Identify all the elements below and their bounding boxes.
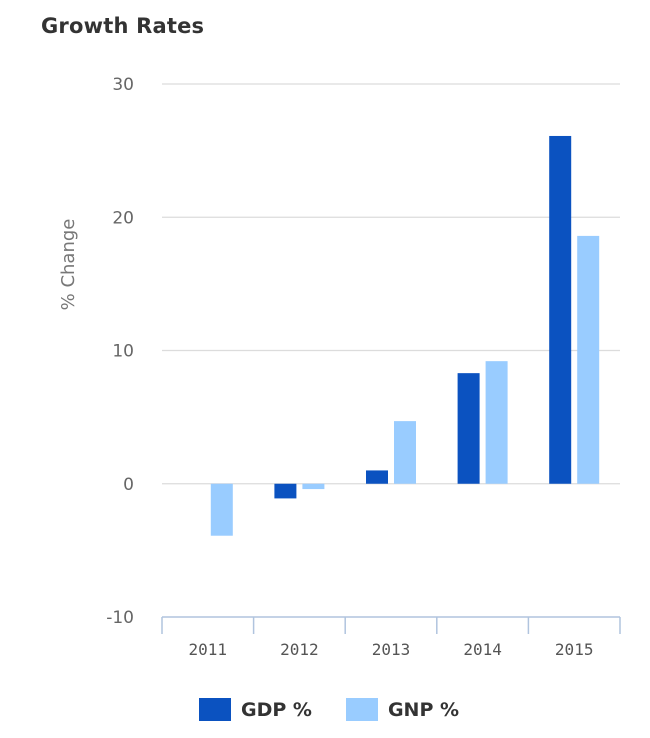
legend-item-gdp[interactable]: GDP % <box>199 698 312 721</box>
bar-gnp-2013[interactable] <box>394 421 416 484</box>
bar-gnp-2014[interactable] <box>485 361 508 484</box>
legend-item-gnp[interactable]: GNP % <box>345 698 460 721</box>
y-tick-label: 10 <box>112 342 134 362</box>
chart-title: Growth Rates <box>41 14 205 38</box>
bar-gdp-2012[interactable] <box>274 483 297 499</box>
legend-label-gnp: GNP % <box>387 698 460 721</box>
y-axis: -10 0 10 20 30 <box>106 75 134 628</box>
bar-gdp-2015[interactable] <box>549 135 572 484</box>
bars <box>210 135 600 536</box>
legend-label-gdp: GDP % <box>241 698 312 721</box>
x-tick-label: 2013 <box>372 640 411 659</box>
x-tick-label: 2011 <box>189 640 228 659</box>
y-tick-label: 0 <box>123 475 134 495</box>
legend: GDP % GNP % <box>199 698 493 721</box>
grid-lines <box>162 83 620 485</box>
bar-gnp-2011[interactable] <box>210 483 233 536</box>
y-axis-title: % Change <box>58 219 79 311</box>
x-tick-label: 2014 <box>463 640 502 659</box>
x-axis: 2011 2012 2013 2014 2015 <box>161 616 621 659</box>
legend-swatch-gnp <box>345 698 378 721</box>
x-tick-label: 2012 <box>280 640 319 659</box>
bar-gdp-2014[interactable] <box>457 373 480 484</box>
x-tick-label: 2015 <box>555 640 594 659</box>
bar-gdp-2013[interactable] <box>366 470 388 484</box>
y-tick-label: -10 <box>106 608 134 628</box>
legend-swatch-gdp <box>199 698 231 721</box>
bar-gnp-2015[interactable] <box>577 235 600 484</box>
y-tick-label: 20 <box>112 208 134 228</box>
bar-gnp-2012[interactable] <box>302 483 325 490</box>
y-tick-label: 30 <box>112 75 134 95</box>
